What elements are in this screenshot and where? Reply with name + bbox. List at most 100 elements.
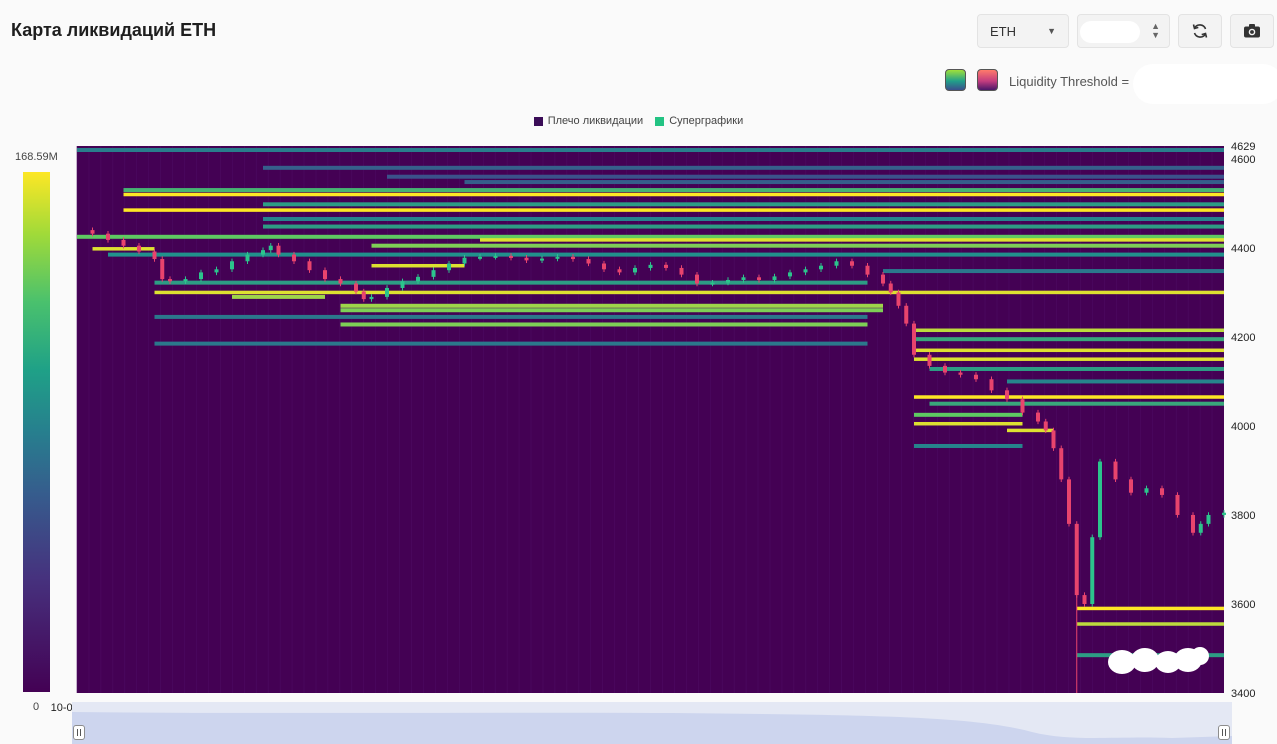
coin-select[interactable]: ETH ▼ xyxy=(977,14,1069,48)
coin-select-value: ETH xyxy=(990,23,1016,39)
candle-body xyxy=(230,261,234,270)
candle-body xyxy=(199,272,203,280)
colorbar-min-label: 0 xyxy=(33,701,40,713)
candle-body xyxy=(1082,595,1087,604)
candle-body xyxy=(509,255,513,258)
liquidation-level xyxy=(914,337,1224,342)
liquidation-level xyxy=(1007,428,1054,433)
candle-body xyxy=(974,374,978,380)
candle-body xyxy=(276,245,281,255)
y-tick-label: 4200 xyxy=(1231,332,1255,344)
liquidation-level xyxy=(480,238,1224,242)
chevron-down-icon: ▼ xyxy=(1047,26,1056,36)
candle-body xyxy=(788,272,792,277)
legend-label: Суперграфики xyxy=(669,115,744,127)
candle-body xyxy=(602,263,606,270)
candle-body xyxy=(152,251,157,260)
colorbar-max-label: 168.59M xyxy=(15,151,58,163)
candle-body xyxy=(121,239,126,246)
legend-swatch xyxy=(655,116,665,126)
navigator-handle-right[interactable] xyxy=(1218,725,1230,740)
page-title: Карта ликвидаций ETH xyxy=(11,20,217,40)
candle-body xyxy=(268,245,273,251)
candle-body xyxy=(617,269,622,273)
liquidation-level xyxy=(914,348,1224,353)
liquidation-level xyxy=(154,280,868,285)
legend-label: Плечо ликвидации xyxy=(547,115,644,127)
liquidation-level xyxy=(914,395,1224,399)
liquidation-level xyxy=(914,412,1023,417)
candle-body xyxy=(493,255,498,258)
y-tick-label: 3600 xyxy=(1231,599,1255,611)
candle-body xyxy=(803,269,808,273)
candle-body xyxy=(664,264,668,268)
candle-body xyxy=(571,256,575,260)
candle-body xyxy=(896,292,901,306)
colorbar xyxy=(23,172,50,692)
candle-body xyxy=(989,379,994,391)
candle-body xyxy=(1129,479,1133,493)
candle-body xyxy=(741,277,746,280)
candle-body xyxy=(819,265,823,270)
y-tick-label: 4600 xyxy=(1231,154,1255,166)
liquidation-level xyxy=(340,303,883,308)
liquidation-level xyxy=(263,202,1224,207)
candle-body xyxy=(912,323,916,355)
period-stepper[interactable]: ▲ ▼ xyxy=(1077,14,1170,48)
chart-legend: Плечо ликвидации Суперграфики xyxy=(0,115,1277,127)
candle-body xyxy=(904,305,909,324)
candle-body xyxy=(137,245,141,252)
liquidation-level xyxy=(1076,622,1224,626)
navigator-handle-left[interactable] xyxy=(73,725,85,740)
candle-body xyxy=(245,254,250,262)
candle-body xyxy=(1090,537,1095,604)
candle-body xyxy=(261,250,265,255)
candle-body xyxy=(160,259,165,280)
legend-item-liquidation-leverage[interactable]: Плечо ликвидации xyxy=(533,115,644,127)
candle-body xyxy=(865,265,870,275)
bull-palette-toggle[interactable] xyxy=(945,69,966,91)
candle-body xyxy=(943,365,947,373)
candle-body xyxy=(1206,514,1211,524)
refresh-icon xyxy=(1192,24,1208,38)
liquidation-level xyxy=(154,341,868,346)
candle-body xyxy=(168,279,172,282)
candle-body xyxy=(1144,488,1149,493)
candle-body xyxy=(958,372,963,375)
candle-body xyxy=(307,261,312,271)
liquidation-level xyxy=(263,216,1224,221)
candle-body xyxy=(1067,479,1071,524)
candle-body xyxy=(1020,399,1025,413)
candle-body xyxy=(710,282,715,285)
redacted-threshold-value xyxy=(1133,64,1277,104)
candle-body xyxy=(361,291,366,300)
liquidation-level xyxy=(108,252,1224,257)
liquidation-level xyxy=(929,366,1224,371)
candle-body xyxy=(385,287,389,297)
liquidation-level xyxy=(123,208,1224,212)
liquidation-level xyxy=(77,234,1224,239)
legend-item-supercharts[interactable]: Суперграфики xyxy=(655,115,743,127)
candle-body xyxy=(679,267,684,275)
liquidation-level xyxy=(914,421,1023,426)
screenshot-button[interactable] xyxy=(1230,14,1274,48)
candle-body xyxy=(1005,390,1009,400)
liquidation-level xyxy=(387,174,1224,179)
liquidation-level xyxy=(371,243,1224,248)
legend-swatch xyxy=(533,116,543,126)
candle-body xyxy=(462,257,467,264)
time-range-navigator[interactable] xyxy=(72,702,1232,744)
candle-body xyxy=(1222,512,1226,515)
candle-body xyxy=(888,283,893,293)
candle-body xyxy=(524,257,529,261)
liquidation-level xyxy=(464,180,1224,185)
candle-body xyxy=(478,256,482,259)
bear-palette-toggle[interactable] xyxy=(977,69,998,91)
liquidation-level xyxy=(263,165,1224,170)
liquidation-level xyxy=(1076,606,1224,611)
camera-icon xyxy=(1244,24,1260,38)
candle-body xyxy=(1051,430,1056,449)
refresh-button[interactable] xyxy=(1178,14,1222,48)
stepper-icon[interactable]: ▲ ▼ xyxy=(1151,21,1160,40)
